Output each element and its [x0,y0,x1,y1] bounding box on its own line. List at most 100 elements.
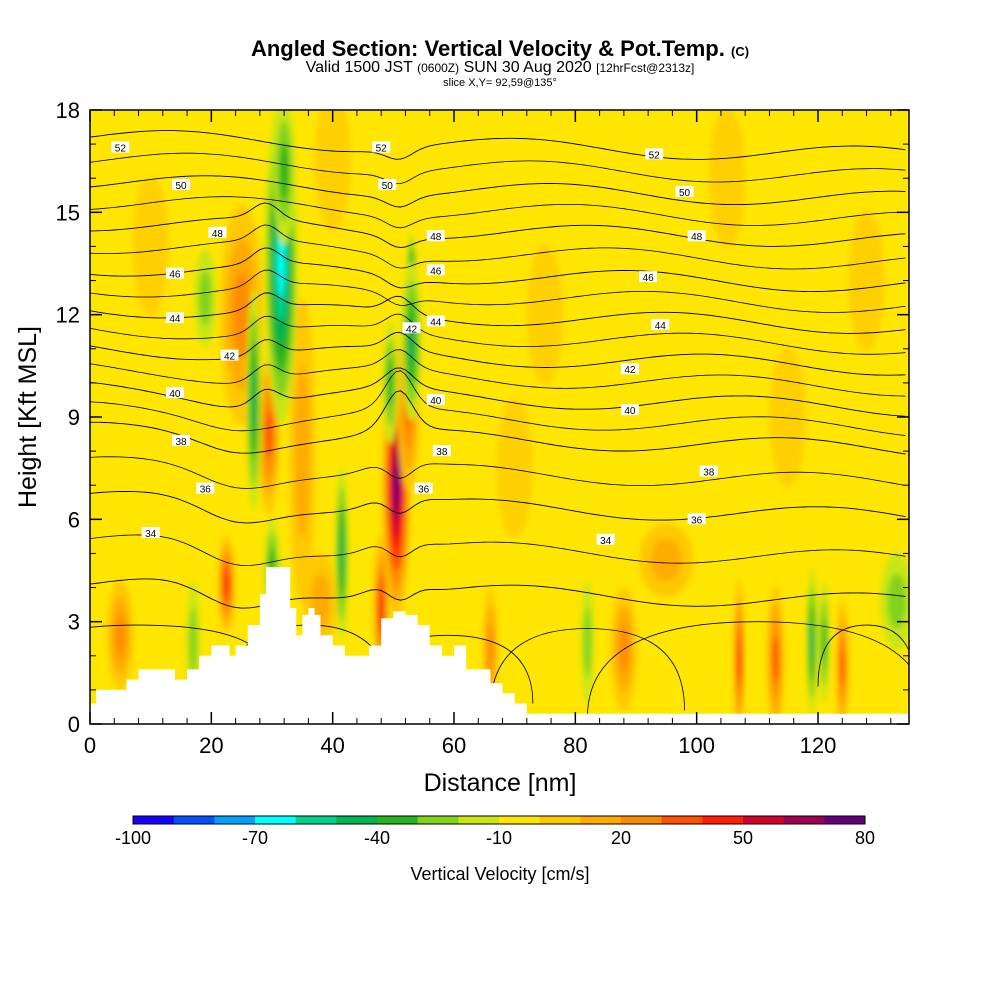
colorbar-swatch [255,816,297,824]
updraft-cell [840,645,845,687]
contour-label: 36 [196,482,215,496]
x-tick-label: 40 [320,733,344,758]
y-tick-label: 12 [56,303,80,328]
theta-contour-minor [90,196,906,229]
theta-contour-46 [90,247,906,293]
subtitle-valid: Valid 1500 JST [305,59,413,76]
contour-label-text: 44 [169,314,181,325]
contour-label-text: 44 [430,317,442,328]
theta-contour-minor [90,269,906,313]
y-axis-label: Height [Kft MSL] [14,326,42,508]
weak-updraft-patch [132,176,169,317]
y-tick-label: 9 [68,405,80,430]
y-tick-label: 0 [68,712,80,737]
contour-label: 44 [651,318,670,332]
colorbar-tick-label: -100 [115,828,151,848]
contour-label: 48 [687,230,706,243]
terrain [90,567,909,724]
contour-label-text: 50 [679,188,691,199]
colorbar-swatch [539,816,581,824]
theta-contour-minor [90,313,906,355]
x-tick-label: 0 [84,733,96,758]
contour-label: 38 [699,465,718,479]
contour-label: 52 [372,141,391,155]
colorbar-tick-label: -70 [242,828,268,848]
weak-updraft-patch [709,110,745,249]
colorbar: -100 -70 -40 -10 20 50 80 [115,815,875,848]
theta-contour-40 [90,367,906,417]
colorbar-swatch [661,816,703,824]
updraft-cell [265,409,273,459]
updraft-cell [394,464,399,507]
contour-label-text: 46 [430,266,442,277]
downdraft-cell [251,366,257,434]
contour-label-text: 42 [406,324,418,335]
theta-contour-52 [90,130,906,160]
colorbar-swatch [702,816,744,824]
contour-label: 48 [426,230,445,243]
contour-label: 38 [172,434,190,448]
contour-label: 40 [165,387,184,400]
y-tick-label: 6 [68,507,80,532]
colorbar-tick-label: 20 [611,828,631,848]
colorbar-swatch [458,816,500,824]
y-tick-label: 3 [68,610,80,635]
contour-label: 36 [414,482,433,496]
contour-label-text: 40 [624,406,636,417]
contour-label-text: 52 [115,144,127,155]
contour-label-text: 38 [175,437,187,448]
downdraft-cell [279,142,289,201]
x-tick-label: 120 [800,733,837,758]
contour-label-text: 36 [200,485,212,496]
contour-label: 52 [111,141,130,155]
weak-updraft-patch [314,110,351,232]
contour-label: 50 [172,179,190,192]
updraft-cell [294,364,310,538]
contour-label-text: 40 [430,396,442,407]
colorbar-tick-label: -10 [486,828,512,848]
contour-label: 34 [596,533,615,547]
contour-label: 44 [165,312,184,325]
theta-contour-minor [90,370,906,436]
contour-label: 34 [141,526,160,540]
contour-label-text: 42 [224,352,236,363]
theta-contour-36 [90,491,906,524]
updraft-cell [650,539,682,582]
chart-subtitle: Valid 1500 JST (0600Z) SUN 30 Aug 2020 [… [0,59,1000,77]
subtitle-date: SUN 30 Aug 2020 [463,59,592,76]
x-tick-label: 80 [563,733,587,758]
updraft-cell [224,572,229,597]
colorbar-swatch [173,816,215,824]
theta-contour-minor [90,152,906,184]
theta-contour-minor [90,534,906,566]
theta-contour-38 [90,390,906,455]
colorbar-swatch [743,816,785,824]
downdraft-cell [887,573,907,629]
contour-label-text: 52 [376,144,388,155]
theta-contour-48 [90,202,906,249]
updraft-cell [233,271,251,359]
contour-label-text: 42 [624,365,636,376]
weak-updraft-patch [496,398,533,539]
colorbar-swatch [417,816,459,824]
contour-label-text: 36 [418,485,430,496]
updraft-cell [379,589,384,627]
x-tick-label: 20 [199,733,223,758]
contour-label: 36 [687,513,706,526]
contour-label-text: 50 [175,181,187,192]
contour-label-text: 50 [382,181,394,192]
subtitle-utc: (0600Z) [417,61,460,75]
colorbar-swatch [214,816,256,824]
contour-label: 40 [620,404,639,417]
contour-label-text: 48 [430,232,442,243]
chart-title: Angled Section: Vertical Velocity & Pot.… [0,36,1000,62]
chart-title-unit: (C) [731,44,750,59]
contour-label-text: 52 [649,150,661,161]
contour-label-text: 48 [691,232,703,243]
contour-label: 38 [432,445,451,458]
low-level-contour [587,621,909,718]
theta-contour-44 [90,292,906,334]
chart-title-text: Angled Section: Vertical Velocity & Pot.… [250,36,725,61]
